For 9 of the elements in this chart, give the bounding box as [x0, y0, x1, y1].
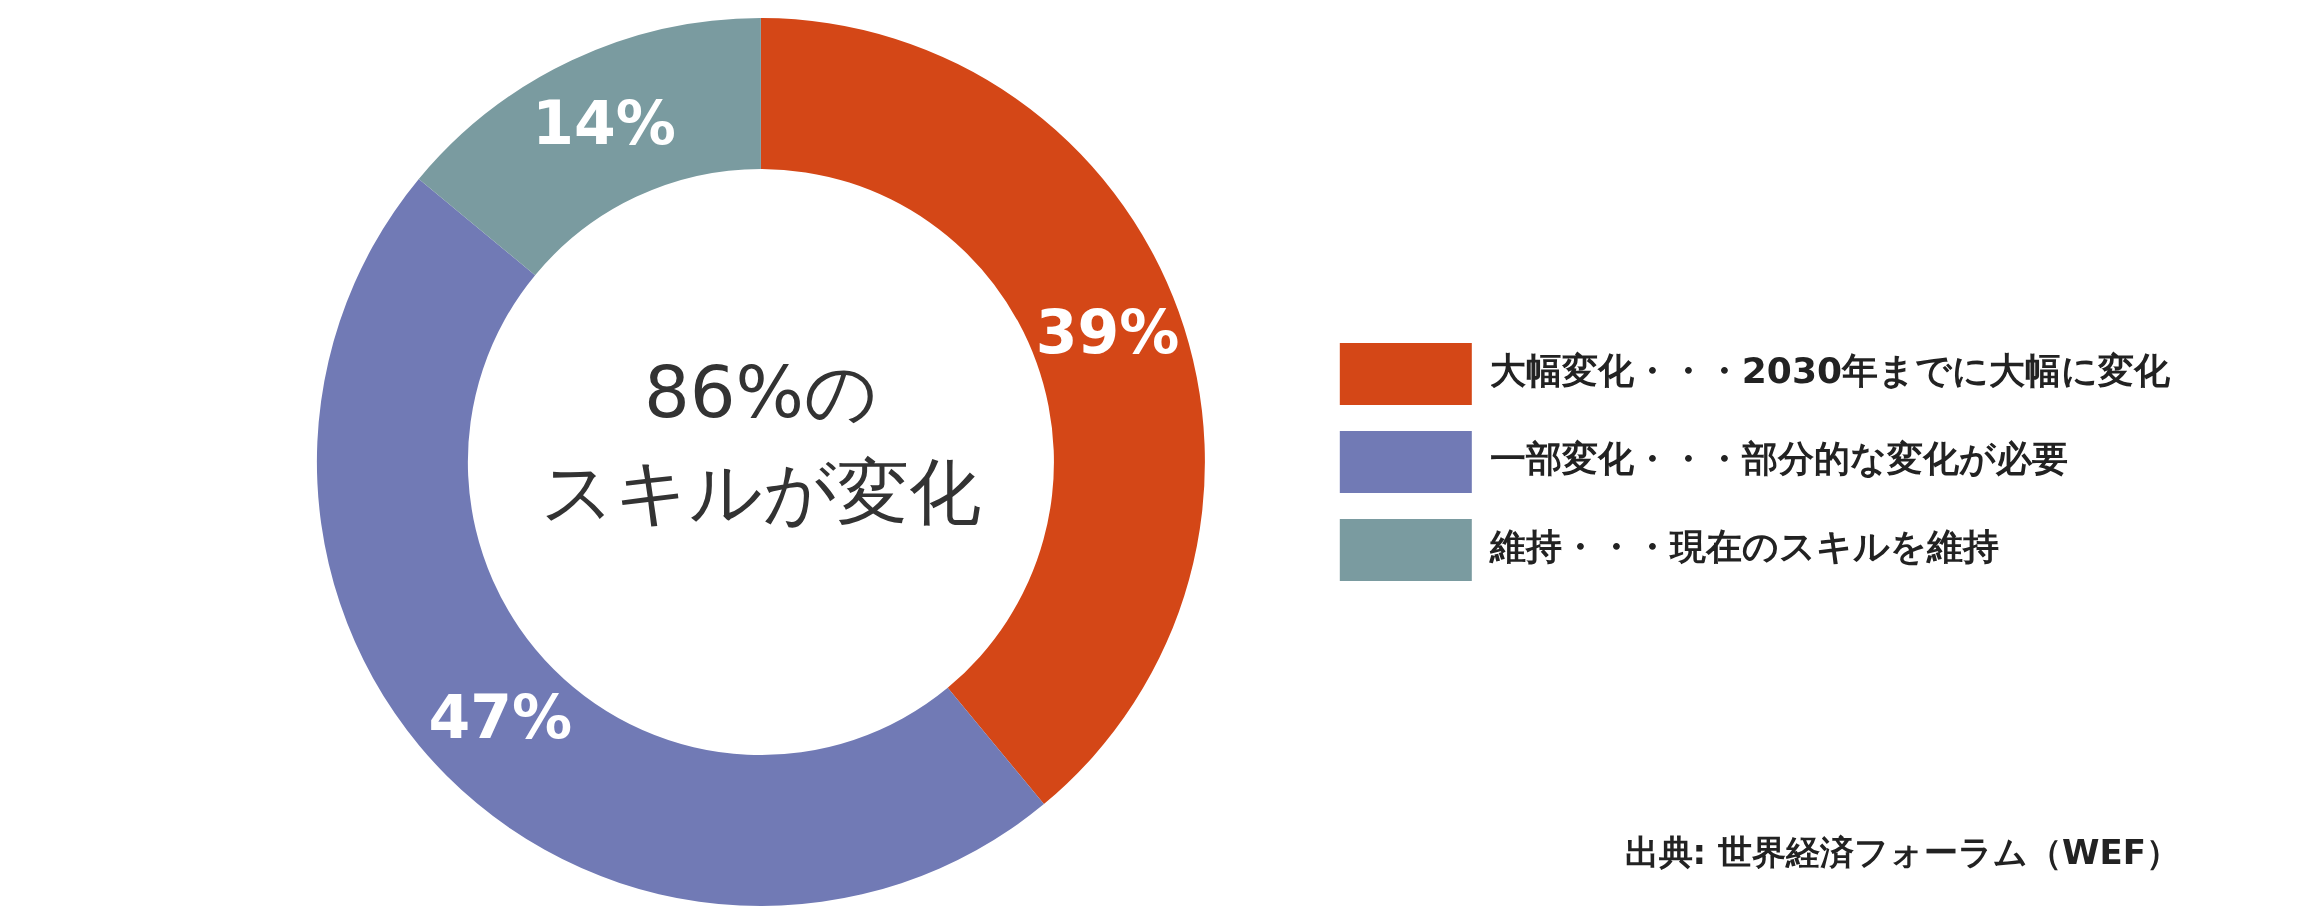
text: スキルが変化	[539, 449, 982, 536]
source-note: 出典: 世界経済フォーラム（WEF）	[1624, 831, 2180, 874]
legend-label: 一部変化・・・部分的な変化が必要	[1489, 438, 2068, 480]
data-label: 39%	[1035, 296, 1180, 367]
data-label: 47%	[428, 682, 573, 753]
text: 86%の	[642, 349, 879, 436]
legend-label: 大幅変化・・・2030年までに大幅に変化	[1489, 350, 2171, 392]
data-label: 14%	[532, 88, 676, 159]
legend-label: 維持・・・現在のスキルを維持	[1488, 526, 1999, 568]
